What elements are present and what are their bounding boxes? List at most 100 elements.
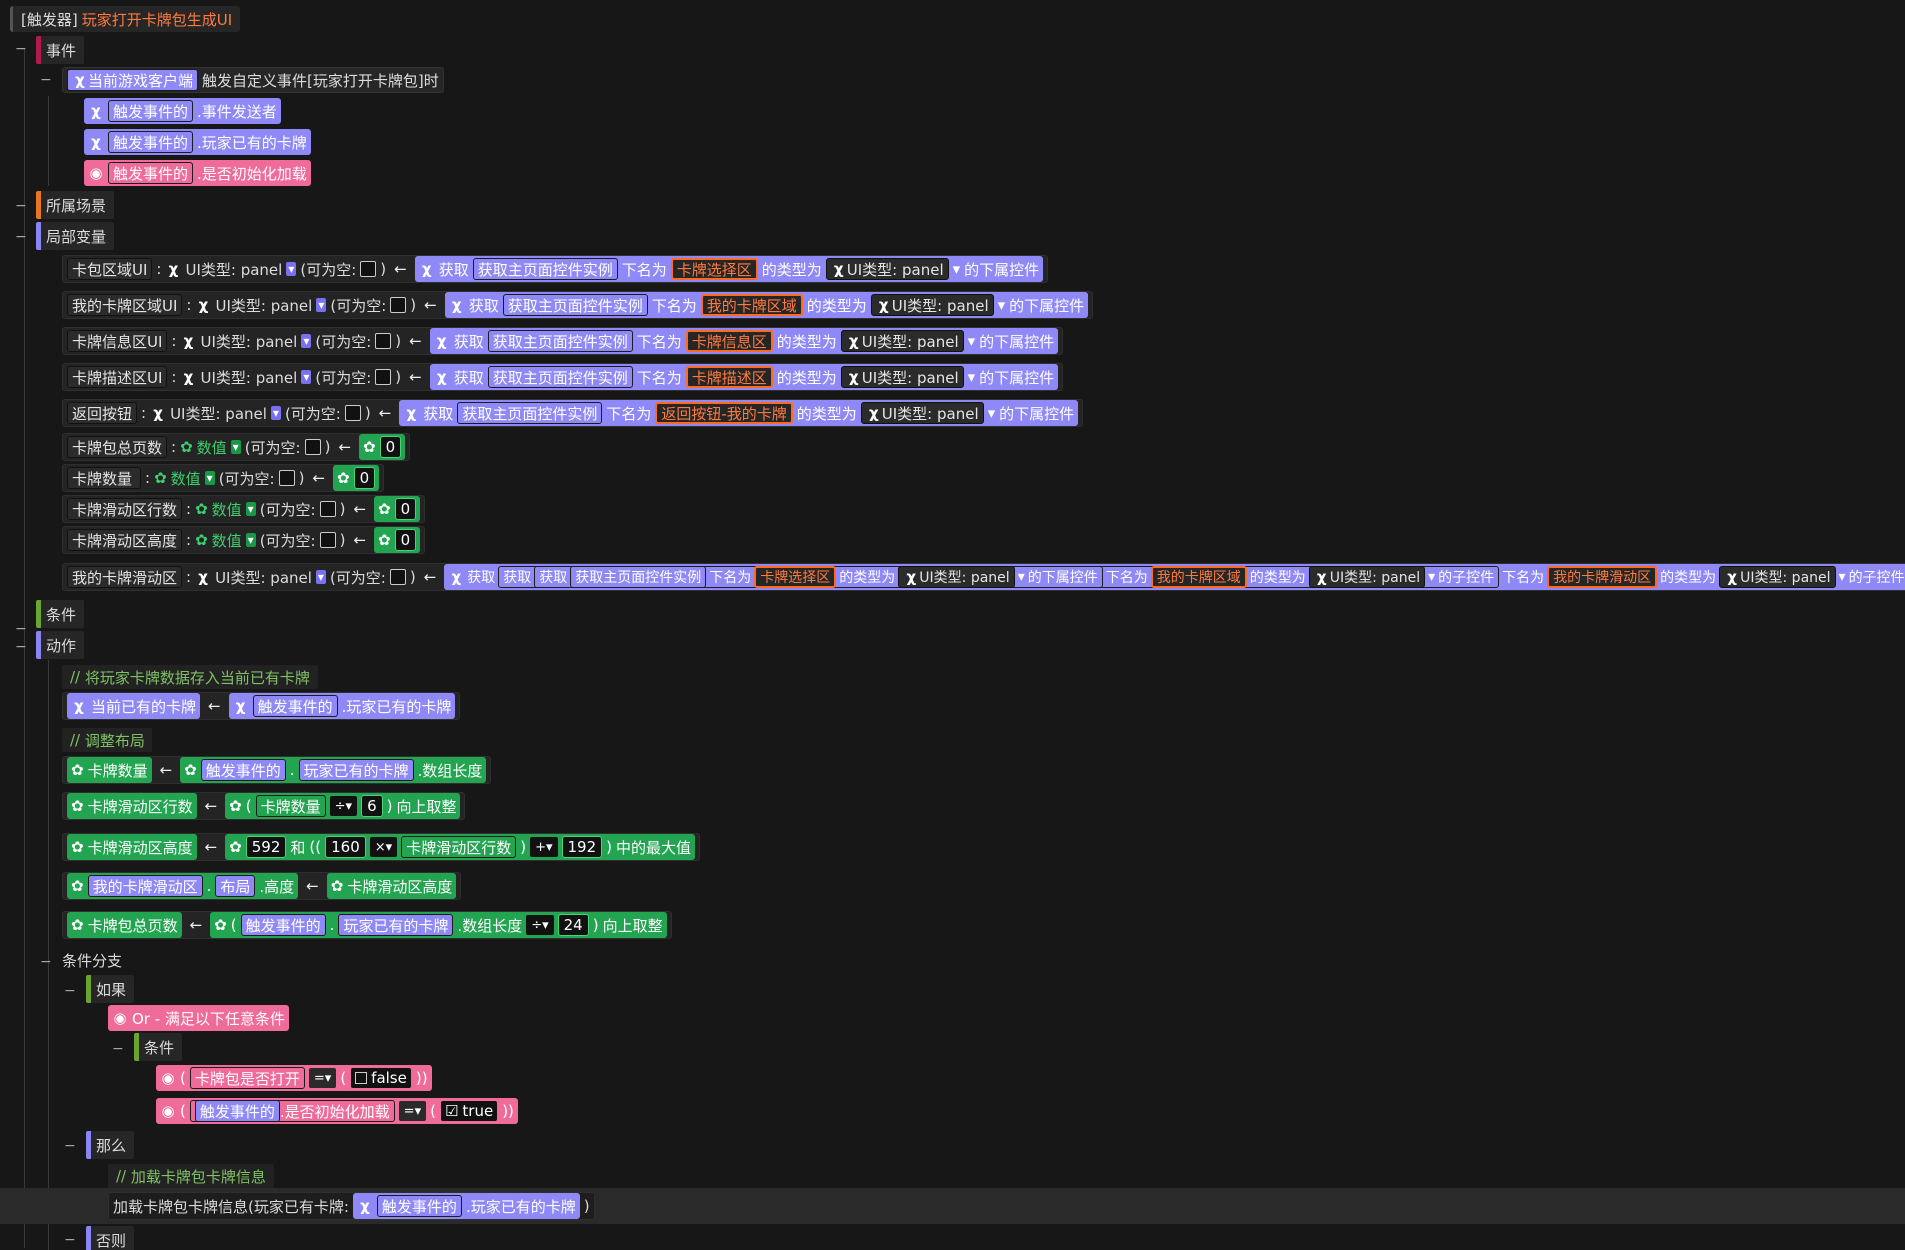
var-name[interactable]: 我的卡牌区域UI	[67, 294, 183, 316]
param-ref[interactable]: 触发事件的	[252, 695, 338, 717]
target-name[interactable]: 卡牌信息区	[685, 330, 773, 352]
target-name[interactable]: 返回按钮-我的卡牌	[655, 402, 793, 424]
branch-row[interactable]: 条件分支	[62, 946, 122, 974]
chevron-down-icon[interactable]: ▾	[997, 296, 1006, 314]
nullable-checkbox[interactable]	[390, 297, 407, 313]
target-name[interactable]: 卡牌选择区	[754, 566, 837, 588]
param-ref[interactable]: 触发事件的	[200, 759, 286, 781]
var-name[interactable]: 返回按钮	[67, 402, 138, 424]
number-value[interactable]: 160	[325, 836, 366, 858]
local-var-row[interactable]: 我的卡牌区域UI : χ UI类型: panel ▾ (可为空:) ← χ 获取 获取主…	[62, 291, 1094, 319]
field-ref[interactable]: 玩家已有的卡牌	[298, 759, 414, 781]
local-var-row[interactable]: 卡牌滑动区行数 : ✿ 数值 ▾ (可为空:) ← ✿ 0	[62, 495, 426, 523]
action-row[interactable]: ✿ 卡牌滑动区高度 ← ✿ 592 和((160 × ▾ 卡牌滑动区行数) + ▾ 192) 中的最…	[62, 833, 701, 861]
nullable-checkbox[interactable]	[360, 261, 377, 277]
number-value[interactable]: 0	[394, 498, 417, 520]
nullable-checkbox[interactable]	[319, 532, 336, 548]
chevron-down-icon[interactable]: ▾	[967, 368, 976, 386]
collapse-icon[interactable]: −	[40, 954, 52, 970]
var-name[interactable]: 卡牌滑动区行数	[67, 498, 183, 520]
var-name[interactable]: 卡牌描述区UI	[67, 366, 168, 388]
layout-ref[interactable]: 布局	[215, 875, 256, 897]
event-param[interactable]: ◉ 触发事件的 .是否初始化加载	[84, 159, 311, 187]
number-value[interactable]: 6	[361, 795, 383, 817]
event-param[interactable]: χ 触发事件的 .事件发送者	[84, 97, 281, 125]
operand-ref[interactable]: 卡牌数量	[260, 797, 321, 816]
chevron-down-icon[interactable]: ▾	[952, 260, 961, 278]
collapse-icon[interactable]: −	[64, 983, 76, 999]
param-ref[interactable]: 触发事件的	[376, 1195, 462, 1217]
var-name[interactable]: 卡牌数量	[67, 467, 141, 489]
main-page-ref[interactable]: 获取主页面控件实例	[487, 330, 633, 352]
nullable-checkbox[interactable]	[375, 333, 392, 349]
collapse-icon[interactable]: −	[15, 229, 27, 245]
param-ref[interactable]: 触发事件的	[240, 914, 326, 936]
operator[interactable]: ×	[374, 839, 386, 855]
operator[interactable]: ÷	[531, 917, 543, 933]
var-name[interactable]: 卡牌滑动区高度	[67, 529, 183, 551]
action-target[interactable]: 当前已有的卡牌	[91, 697, 197, 716]
event-param[interactable]: χ 触发事件的 .玩家已有的卡牌	[84, 128, 311, 156]
event-row[interactable]: χ 当前游戏客户端 触发自定义事件[玩家打开卡牌包]时	[62, 66, 444, 94]
section-local-vars[interactable]: 局部变量	[36, 222, 115, 250]
local-var-row[interactable]: 卡牌描述区UI : χ UI类型: panel ▾ (可为空:) ← χ 获取 获取主页…	[62, 363, 1064, 391]
type-dropdown[interactable]: ▾	[286, 262, 297, 276]
operand-ref[interactable]: 我的卡牌滑动区	[87, 875, 203, 897]
target-name[interactable]: 卡牌选择区	[670, 258, 758, 280]
main-page-ref[interactable]: 获取主页面控件实例	[457, 402, 603, 424]
type-dropdown[interactable]: ▾	[204, 471, 215, 485]
target-name[interactable]: 我的卡牌区域	[700, 294, 803, 316]
local-var-row[interactable]: 卡包区域UI : χ UI类型: panel ▾ (可为空:) ← χ 获取 获取主页面…	[62, 255, 1049, 283]
var-name[interactable]: 我的卡牌滑动区	[67, 566, 183, 588]
number-value[interactable]: 192	[561, 836, 603, 858]
section-event[interactable]: 事件	[36, 36, 85, 64]
nullable-checkbox[interactable]	[375, 369, 392, 385]
number-value[interactable]: 0	[394, 529, 417, 551]
action-target[interactable]: 卡牌滑动区行数	[87, 797, 193, 816]
collapse-icon[interactable]: −	[64, 1138, 76, 1154]
number-value[interactable]: 0	[379, 436, 402, 458]
nullable-checkbox[interactable]	[278, 470, 295, 486]
var-name[interactable]: 卡包区域UI	[67, 258, 153, 280]
nullable-checkbox[interactable]	[344, 405, 361, 421]
chevron-down-icon[interactable]: ▾	[987, 404, 996, 422]
condition-item[interactable]: ◉(触发事件的 .是否初始化加载 = ▾(☑ true))	[156, 1097, 518, 1125]
trigger-header[interactable]: [触发器] 玩家打开卡牌包生成UI	[10, 5, 241, 33]
operand-ref[interactable]: 卡牌包是否打开	[189, 1067, 305, 1089]
param-ref[interactable]: 触发事件的	[194, 1100, 280, 1122]
number-value[interactable]: 0	[353, 467, 376, 489]
section-actions[interactable]: 动作	[36, 631, 85, 659]
main-page-ref[interactable]: 获取主页面控件实例	[502, 294, 648, 316]
type-dropdown[interactable]: ▾	[230, 440, 241, 454]
or-row[interactable]: ◉ Or - 满足以下任意条件	[108, 1004, 289, 1032]
collapse-icon[interactable]: −	[15, 41, 27, 57]
type-dropdown[interactable]: ▾	[270, 406, 281, 420]
local-var-row[interactable]: 卡牌数量 : ✿ 数值 ▾ (可为空:) ← ✿ 0	[62, 464, 385, 492]
local-var-row[interactable]: 我的卡牌滑动区 : χ UI类型: panel ▾ (可为空:) ← χ 获取 获取 获取…	[62, 563, 1905, 591]
nullable-checkbox[interactable]	[389, 569, 406, 585]
chevron-down-icon[interactable]: ▾	[1017, 569, 1025, 585]
local-var-row[interactable]: 卡牌包总页数 : ✿ 数值 ▾ (可为空:) ← ✿ 0	[62, 433, 411, 461]
chevron-down-icon[interactable]: ▾	[1838, 569, 1846, 585]
collapse-icon[interactable]: −	[15, 621, 27, 637]
section-conditions[interactable]: 条件	[36, 600, 85, 628]
if-row[interactable]: 如果	[86, 975, 135, 1003]
number-value[interactable]: 592	[245, 836, 287, 858]
chevron-down-icon[interactable]: ▾	[1428, 569, 1436, 585]
else-row[interactable]: 否则	[86, 1226, 135, 1250]
local-var-row[interactable]: 卡牌信息区UI : χ UI类型: panel ▾ (可为空:) ← χ 获取 获取主页…	[62, 327, 1064, 355]
field-ref[interactable]: 玩家已有的卡牌	[338, 914, 454, 936]
type-dropdown[interactable]: ▾	[315, 570, 326, 584]
type-dropdown[interactable]: ▾	[301, 370, 312, 384]
section-scene[interactable]: 所属场景	[36, 191, 115, 219]
local-var-row[interactable]: 返回按钮 : χ UI类型: panel ▾ (可为空:) ← χ 获取 获取主页面控件…	[62, 399, 1084, 427]
nullable-checkbox[interactable]	[304, 439, 321, 455]
target-name[interactable]: 我的卡牌区域	[1150, 566, 1247, 588]
main-page-ref[interactable]: 获取主页面控件实例	[570, 566, 707, 588]
operator[interactable]: ÷	[334, 798, 346, 814]
nullable-checkbox[interactable]	[319, 501, 336, 517]
operand-ref[interactable]: 卡牌滑动区高度	[347, 877, 453, 896]
action-row[interactable]: ✿ 卡牌数量 ← ✿ 触发事件的. 玩家已有的卡牌 .数组长度	[62, 756, 492, 784]
action-row[interactable]: ✿ 我的卡牌滑动区. 布局 .高度 ← ✿ 卡牌滑动区高度	[62, 872, 462, 900]
type-dropdown[interactable]: ▾	[301, 334, 312, 348]
